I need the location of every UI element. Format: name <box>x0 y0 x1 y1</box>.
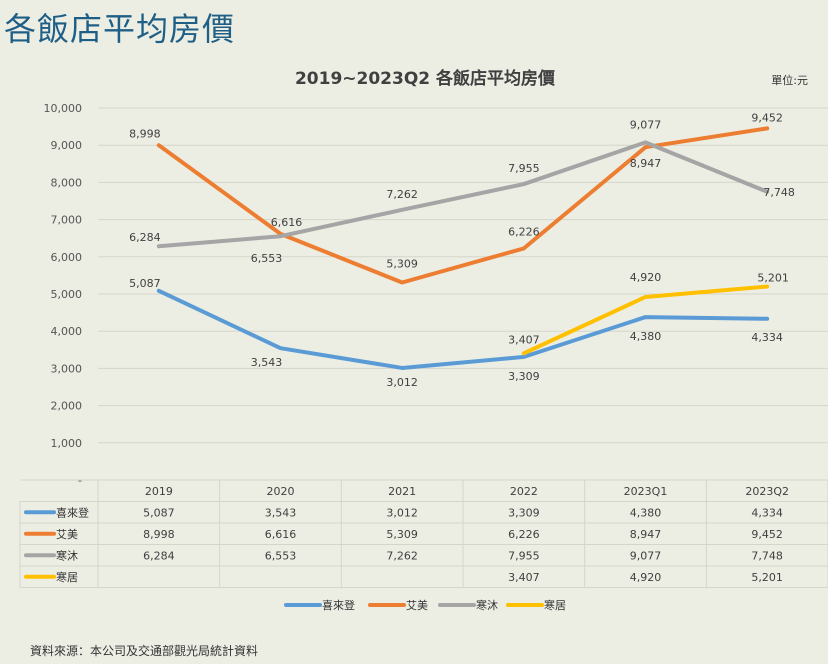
data-label: 3,309 <box>508 370 540 383</box>
x-tick-label: 2022 <box>510 485 538 498</box>
data-label: 7,748 <box>763 186 795 199</box>
series-line-0 <box>156 288 770 370</box>
table-cell: 6,284 <box>143 550 175 563</box>
data-label: 8,998 <box>129 127 161 140</box>
unit-label: 單位:元 <box>771 73 808 87</box>
table-cell: 7,262 <box>386 550 418 563</box>
table-cell: 3,309 <box>508 507 540 520</box>
table-series-name: 喜來登 <box>56 506 89 520</box>
data-label: 3,407 <box>508 333 540 346</box>
series-line-3 <box>521 284 770 356</box>
table-series-name: 寒居 <box>56 570 78 584</box>
legend-label: 寒沐 <box>476 598 498 612</box>
table-cell: 7,955 <box>508 550 540 563</box>
table-cell: 5,087 <box>143 507 175 520</box>
data-label: 6,553 <box>251 252 283 265</box>
y-tick-label: 4,000 <box>51 325 83 338</box>
legend-label: 寒居 <box>544 598 566 612</box>
y-tick-label: 5,000 <box>51 288 83 301</box>
legend-label: 喜來登 <box>322 598 355 612</box>
table-cell: 4,334 <box>751 507 783 520</box>
y-tick-label: 1,000 <box>51 437 83 450</box>
line-chart: 2019~2023Q2 各飯店平均房價單位:元-1,0002,0003,0004… <box>19 68 828 612</box>
chart-title: 2019~2023Q2 各飯店平均房價 <box>295 68 556 89</box>
series-line-2 <box>156 140 770 249</box>
y-tick-label: 10,000 <box>44 102 83 115</box>
table-cell: 6,226 <box>508 528 540 541</box>
table-cell: 3,012 <box>386 507 418 520</box>
data-label: 4,380 <box>630 330 662 343</box>
x-tick-label: 2021 <box>388 485 416 498</box>
data-label: 4,920 <box>630 271 662 284</box>
data-label: 9,077 <box>630 118 662 131</box>
series-line-1 <box>156 126 770 285</box>
data-label: 7,262 <box>386 188 418 201</box>
table-cell: 3,407 <box>508 571 540 584</box>
table-cell: 9,077 <box>630 550 662 563</box>
table-series-name: 寒沐 <box>56 549 78 563</box>
table-cell: 5,201 <box>751 571 783 584</box>
data-label: 6,616 <box>271 216 303 229</box>
data-label: 4,334 <box>751 331 783 344</box>
data-label: 9,452 <box>751 111 783 124</box>
page-heading: 各飯店平均房價 <box>4 10 236 48</box>
data-label: 5,201 <box>757 272 789 285</box>
data-label: 5,309 <box>386 258 418 271</box>
data-label: 3,012 <box>386 376 418 389</box>
y-tick-label: 8,000 <box>51 176 83 189</box>
source-note: 資料來源：本公司及交通部觀光局統計資料 <box>30 644 259 658</box>
data-label: 6,226 <box>508 225 540 238</box>
table-cell: 6,616 <box>265 528 297 541</box>
x-tick-label: 2023Q1 <box>624 485 668 498</box>
y-tick-label: 6,000 <box>51 251 83 264</box>
table-cell: 4,380 <box>630 507 662 520</box>
data-label: 6,284 <box>129 231 161 244</box>
y-tick-label: 9,000 <box>51 139 83 152</box>
table-series-name: 艾美 <box>56 528 78 541</box>
table-cell: 8,947 <box>630 528 662 541</box>
table-cell: 7,748 <box>751 550 783 563</box>
y-tick-label: 7,000 <box>51 214 83 227</box>
legend-label: 艾美 <box>406 599 428 612</box>
data-label: 8,947 <box>630 157 662 170</box>
data-label: 5,087 <box>129 277 161 290</box>
table-cell: 9,452 <box>751 528 783 541</box>
data-label: 3,543 <box>251 356 283 369</box>
y-tick-label: 3,000 <box>51 362 83 375</box>
y-tick-label: 2,000 <box>51 400 83 413</box>
x-tick-label: 2019 <box>145 485 173 498</box>
table-cell: 8,998 <box>143 528 175 541</box>
x-tick-label: 2020 <box>267 485 295 498</box>
table-cell: 4,920 <box>630 571 662 584</box>
x-tick-label: 2023Q2 <box>745 485 789 498</box>
data-label: 7,955 <box>508 162 540 175</box>
table-cell: 3,543 <box>265 507 297 520</box>
table-cell: 6,553 <box>265 550 297 563</box>
table-cell: 5,309 <box>386 528 418 541</box>
